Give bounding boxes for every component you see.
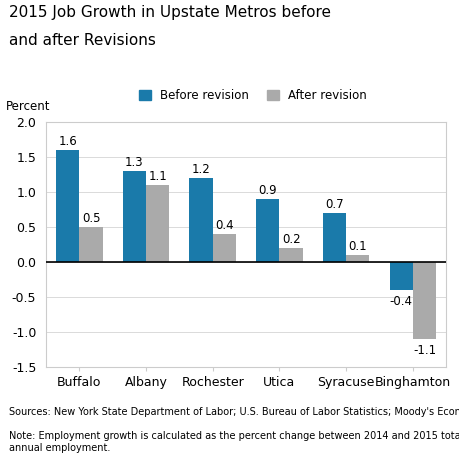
Text: Sources: New York State Department of Labor; U.S. Bureau of Labor Statistics; Mo: Sources: New York State Department of La… bbox=[9, 407, 459, 417]
Bar bbox=[279, 248, 302, 262]
Bar bbox=[146, 186, 169, 262]
Text: 0.4: 0.4 bbox=[215, 219, 233, 232]
Text: and after Revisions: and after Revisions bbox=[9, 33, 156, 48]
Text: Note: Employment growth is calculated as the percent change between 2014 and 201: Note: Employment growth is calculated as… bbox=[9, 431, 459, 453]
Legend: Before revision, After revision: Before revision, After revision bbox=[139, 89, 366, 102]
Text: 1.1: 1.1 bbox=[148, 170, 167, 183]
Text: 1.2: 1.2 bbox=[191, 162, 210, 176]
Bar bbox=[412, 262, 435, 340]
Text: -1.1: -1.1 bbox=[412, 343, 435, 357]
Bar bbox=[79, 227, 102, 262]
Text: 1.3: 1.3 bbox=[125, 155, 143, 169]
Text: 0.9: 0.9 bbox=[258, 184, 276, 196]
Text: 0.7: 0.7 bbox=[325, 198, 343, 211]
Bar bbox=[322, 213, 345, 262]
Text: Percent: Percent bbox=[6, 100, 50, 113]
Bar bbox=[256, 199, 279, 262]
Bar bbox=[189, 179, 212, 262]
Text: 1.6: 1.6 bbox=[58, 135, 77, 147]
Bar bbox=[56, 150, 79, 262]
Bar bbox=[389, 262, 412, 291]
Text: 0.5: 0.5 bbox=[82, 211, 100, 225]
Bar bbox=[123, 171, 146, 262]
Bar bbox=[212, 235, 235, 262]
Text: 2015 Job Growth in Upstate Metros before: 2015 Job Growth in Upstate Metros before bbox=[9, 5, 330, 20]
Text: 0.1: 0.1 bbox=[348, 240, 366, 252]
Bar bbox=[346, 255, 369, 262]
Text: -0.4: -0.4 bbox=[389, 294, 412, 308]
Text: 0.2: 0.2 bbox=[281, 233, 300, 245]
